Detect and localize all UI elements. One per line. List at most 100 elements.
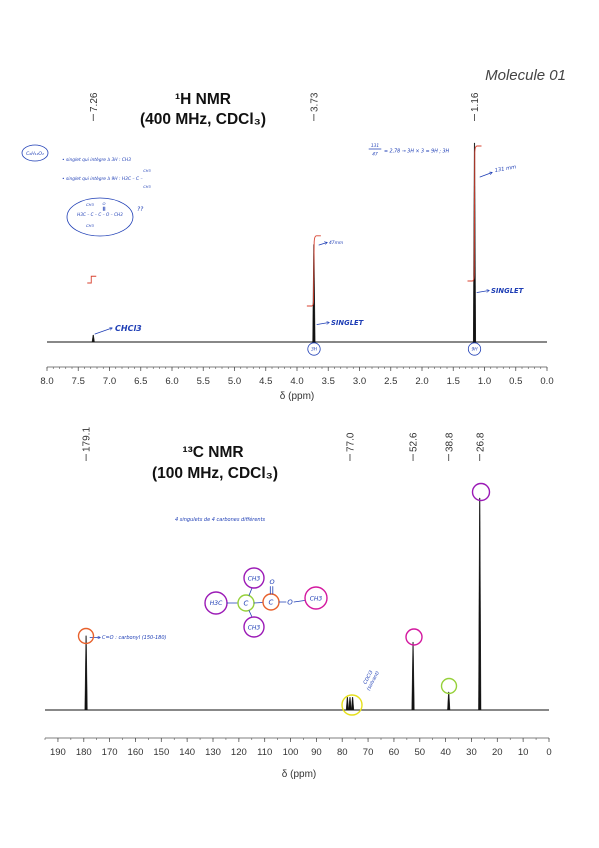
structure-guess-oval	[66, 197, 134, 237]
bond-c-ch3-top	[248, 587, 253, 596]
proton-nmr-x-axis-label: δ (ppm)	[280, 391, 314, 402]
bond-o-ch3	[293, 600, 305, 603]
x-tick-label: 120	[231, 747, 247, 758]
integral-3h: 3H	[311, 347, 318, 353]
x-tick-label: 60	[389, 747, 400, 758]
carbon-nmr-title: ¹³C NMR	[182, 444, 243, 461]
x-tick-label: 190	[50, 747, 66, 758]
carbon-nmr-x-axis-label: δ (ppm)	[282, 769, 316, 780]
formula-circle	[21, 144, 49, 162]
x-tick-label: 7.5	[72, 376, 85, 387]
integral-9h-circle	[467, 342, 482, 356]
height-large-peak: 131 mm	[494, 164, 516, 174]
structure-ch3-ester: CH3	[310, 595, 323, 602]
x-tick-label: 4.0	[290, 376, 303, 387]
peak-38-circle	[440, 677, 458, 695]
proton-nmr-subtitle: (400 MHz, CDCl₃)	[140, 111, 266, 128]
x-tick-label: 10	[518, 747, 529, 758]
x-tick-label: 8.0	[40, 376, 53, 387]
peak-52-circle	[405, 628, 423, 646]
peak-26-circle	[471, 482, 491, 502]
spectrum-peak	[447, 691, 451, 711]
peak-shift-label: 3.73	[309, 92, 320, 112]
spectrum-peak	[348, 697, 352, 711]
structure-ch3-bottom: CH3	[248, 624, 261, 631]
bond-c-ch3-bottom	[248, 610, 253, 618]
x-tick-label: 2.5	[384, 376, 397, 387]
integral-3h-circle	[307, 342, 321, 356]
x-tick-label: 160	[128, 747, 144, 758]
x-tick-label: 1.0	[478, 376, 491, 387]
spectrum-peak	[478, 497, 482, 711]
peak-shift-label: 7.26	[89, 92, 100, 112]
structure-h3c-left: H3C	[210, 600, 223, 607]
peak-77-circle	[341, 694, 363, 716]
carbon-nmr-section: ¹³C NMR (100 MHz, CDCl₃) 190 180 170 160 150…	[44, 427, 552, 780]
x-tick-label: 1.5	[447, 376, 460, 387]
x-tick-label: 100	[283, 747, 299, 758]
peak-shift-label: 26.8	[475, 432, 486, 452]
x-tick-label: 2.0	[415, 376, 428, 387]
note-singlet-9h: • singlet qui intègre à 9H : H3C – C –	[62, 175, 143, 182]
singlet-label-3h: SINGLET	[331, 319, 365, 327]
structure-o-ester: O	[287, 599, 293, 607]
ratio-calculation: = 2,78 → 3H × 3 = 9H ; 3H	[384, 149, 450, 155]
molecule-label: Molecule 01	[485, 67, 566, 84]
x-tick-label: 3.5	[322, 376, 335, 387]
carbonyl-note: C=O : carbonyl (150-180)	[102, 635, 167, 641]
peak-shift-label: 38.8	[444, 432, 455, 452]
arrow-height-small	[318, 243, 327, 246]
integral-9h: 9H	[471, 347, 478, 353]
note-9h-methyl-bottom: CH3	[143, 185, 151, 189]
x-tick-label: 5.5	[197, 376, 210, 387]
peak-shift-label: 77.0	[346, 432, 357, 452]
proton-nmr-title: ¹H NMR	[175, 91, 231, 108]
spectrum-peak	[84, 635, 88, 711]
x-tick-label: 90	[311, 747, 322, 758]
peak-shift-label: 52.6	[409, 432, 420, 452]
x-tick-label: 150	[153, 747, 169, 758]
spectrum-peak	[91, 334, 95, 343]
x-tick-label: 180	[76, 747, 92, 758]
x-tick-label: 170	[102, 747, 118, 758]
x-tick-label: 7.0	[103, 376, 116, 387]
methoxy-circle	[304, 586, 328, 610]
x-tick-label: 4.5	[259, 376, 272, 387]
bond-c-carbonyl	[253, 602, 264, 604]
proton-handwritten-notes: C₆H₁₂O₂ • singlet qui intègre à 3H : CH3…	[21, 143, 525, 356]
structure-question-marks: ??	[137, 206, 144, 213]
structure-top-methyl: CH3	[86, 202, 95, 207]
x-tick-label: 80	[337, 747, 348, 758]
x-tick-label: 6.0	[165, 376, 178, 387]
note-singlet-3h: • singlet qui intègre à 3H : CH3	[62, 156, 131, 163]
structure-bottom-methyl: CH3	[86, 223, 95, 228]
structure-top-oxygen: O	[103, 201, 106, 206]
x-tick-label: 130	[205, 747, 221, 758]
x-tick-label: 30	[466, 747, 477, 758]
ch3-top-circle	[243, 567, 265, 589]
arrow-singlet-3h	[316, 323, 329, 325]
structure-main-chain: H3C – C – C – O – CH3	[77, 212, 123, 217]
spectrum-peak	[351, 697, 355, 711]
ratio-denominator: 47	[372, 152, 378, 158]
structure-drawing: H3C C CH3 CH3 C O O CH3	[204, 567, 328, 638]
x-tick-label: 0.5	[509, 376, 522, 387]
carbon-nmr-plot: 190 180 170 160 150 140 130 120 110 100 90 80 70 60 50…	[44, 427, 552, 758]
integration-curve	[306, 235, 321, 307]
carbon-summary-note: 4 singulets de 4 carbones différents	[175, 516, 266, 523]
arrow-height-large	[479, 173, 492, 178]
integration-curve	[467, 145, 482, 282]
structure-ch3-top: CH3	[248, 575, 261, 582]
x-tick-label: 0	[546, 747, 551, 758]
structure-c-carbonyl: C	[269, 599, 274, 607]
x-tick-label: 0.0	[540, 376, 553, 387]
x-tick-label: 50	[414, 747, 425, 758]
spectrum-peak	[411, 641, 415, 711]
x-tick-label: 6.5	[134, 376, 147, 387]
x-tick-label: 3.0	[353, 376, 366, 387]
x-tick-label: 20	[492, 747, 503, 758]
singlet-label-9h: SINGLET	[491, 287, 525, 295]
molecular-formula: C₆H₁₂O₂	[26, 151, 44, 157]
